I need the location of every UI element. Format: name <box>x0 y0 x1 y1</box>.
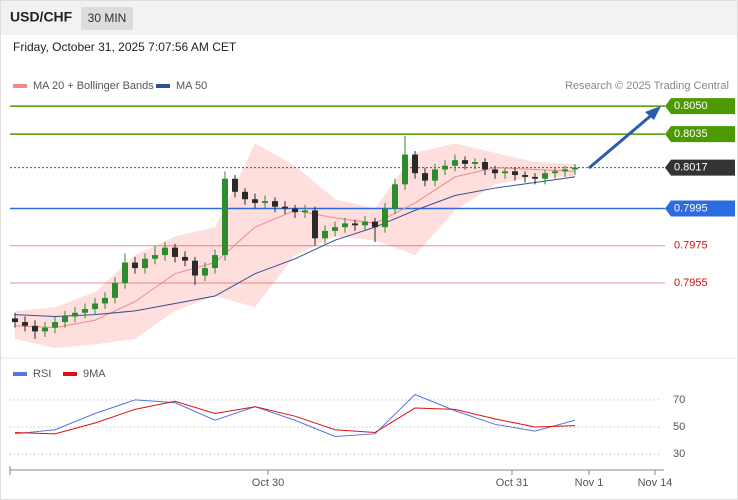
legend-swatch <box>13 372 27 376</box>
candle-body <box>142 258 148 269</box>
legend-label: MA 50 <box>176 80 207 92</box>
candle-body <box>42 327 48 332</box>
legend-swatch <box>63 372 77 376</box>
timestamp: Friday, October 31, 2025 7:07:56 AM CET <box>13 40 237 54</box>
candle-body <box>382 208 388 228</box>
candle-body <box>262 201 268 203</box>
level-label: 0.7995 <box>674 202 708 214</box>
interval-badge <box>81 7 133 30</box>
x-tick-label: Oct 31 <box>496 477 528 489</box>
legend-swatch <box>13 84 27 88</box>
candle-body <box>132 262 138 269</box>
candle-body <box>272 201 278 207</box>
candle-body <box>242 191 248 200</box>
candle-body <box>432 169 438 181</box>
candle-body <box>522 175 528 177</box>
candle-body <box>412 154 418 174</box>
candle-body <box>332 227 338 231</box>
candle-body <box>62 316 68 323</box>
candle-body <box>212 255 218 269</box>
candle-body <box>72 312 78 317</box>
candle-body <box>122 262 128 283</box>
candle-body <box>282 206 288 209</box>
x-tick-label: Nov 14 <box>638 477 673 489</box>
x-tick-label: Oct 30 <box>252 477 284 489</box>
candle-body <box>512 171 518 176</box>
candle-body <box>92 303 98 310</box>
indicator-line <box>14 393 576 438</box>
forecast-arrow <box>588 111 655 170</box>
level-label: 0.7975 <box>674 240 708 252</box>
legend-label: RSI <box>33 368 51 380</box>
candle-body <box>562 169 568 172</box>
forecast-arrowhead <box>645 106 661 120</box>
candle-body <box>112 282 118 298</box>
candle-body <box>362 221 368 226</box>
candle-body <box>532 176 538 179</box>
candle-body <box>252 199 258 203</box>
level-label: 0.7955 <box>674 277 708 289</box>
candle-body <box>342 223 348 228</box>
rsi-tick-label: 30 <box>673 448 685 460</box>
candle-body <box>222 178 228 256</box>
candle-body <box>102 297 108 304</box>
indicator-line <box>14 176 576 317</box>
level-box <box>665 98 735 115</box>
candle-body <box>422 173 428 181</box>
candle-body <box>442 165 448 170</box>
candle-body <box>312 210 318 239</box>
candle-body <box>292 208 298 213</box>
level-box <box>665 159 735 176</box>
candle-body <box>172 247 178 257</box>
candle-body <box>182 256 188 261</box>
indicator-line <box>14 400 576 435</box>
candle-body <box>12 318 18 323</box>
candle-body <box>162 247 168 256</box>
candle-body <box>32 325 38 332</box>
interval: 30 MIN <box>88 11 127 25</box>
candle-body <box>492 169 498 174</box>
candle-body <box>192 260 198 276</box>
candle-body <box>352 223 358 226</box>
candle-body <box>462 160 468 164</box>
level-label: 0.8035 <box>674 128 708 140</box>
candle-body <box>152 255 158 259</box>
level-label: 0.8050 <box>674 100 708 112</box>
candle-body <box>572 167 578 170</box>
candle-body <box>82 309 88 313</box>
legend-swatch <box>156 84 170 88</box>
candle-body <box>372 221 378 228</box>
x-tick-label: Nov 1 <box>575 477 604 489</box>
candle-body <box>552 171 558 174</box>
candle-body <box>302 210 308 213</box>
candle-body <box>392 184 398 209</box>
candle-body <box>52 322 58 328</box>
candle-body <box>452 160 458 166</box>
rsi-tick-label: 50 <box>673 421 685 433</box>
legend-label: MA 20 + Bollinger Bands <box>33 80 154 92</box>
level-label: 0.8017 <box>674 161 708 173</box>
candle-body <box>232 178 238 192</box>
level-box <box>665 200 735 217</box>
bollinger-band <box>15 143 575 349</box>
candle-body <box>402 154 408 185</box>
candle-body <box>322 230 328 239</box>
candle-body <box>542 173 548 179</box>
candle-body <box>202 268 208 276</box>
candle-body <box>482 162 488 170</box>
candle-body <box>502 171 508 174</box>
rsi-tick-label: 70 <box>673 394 685 406</box>
symbol: USD/CHF <box>10 9 73 25</box>
candle-body <box>22 322 28 326</box>
credit: Research © 2025 Trading Central <box>565 80 729 92</box>
candle-body <box>472 162 478 164</box>
legend-label: 9MA <box>83 368 106 380</box>
level-box <box>665 126 735 143</box>
